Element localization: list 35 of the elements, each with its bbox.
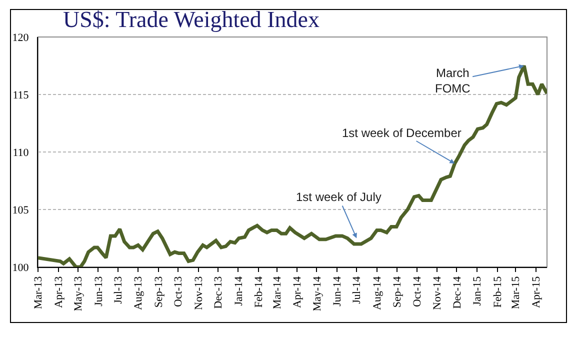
chart-title: US$: Trade Weighted Index xyxy=(63,7,320,32)
x-tick-label: Jan-14 xyxy=(232,276,245,306)
x-tick-label: Nov-13 xyxy=(192,276,205,310)
x-tick-label: Feb-14 xyxy=(253,276,266,308)
x-tick-label: Sep-13 xyxy=(152,276,165,308)
x-tick-label: Apr-13 xyxy=(52,276,65,308)
y-tick-label: 115 xyxy=(12,89,30,102)
x-tick-label: Jun-14 xyxy=(332,276,344,306)
y-tick-label: 120 xyxy=(12,32,30,44)
x-tick-label: Apr-14 xyxy=(292,276,304,308)
x-tick-label: Mar-13 xyxy=(32,276,45,310)
annotation: March FOMC xyxy=(435,66,471,96)
annotation: 1st week of December xyxy=(342,126,462,140)
x-tick-label: Dec-14 xyxy=(451,276,464,309)
x-tick-label: Feb-15 xyxy=(492,276,504,308)
x-tick-label: Mar-14 xyxy=(271,276,284,310)
x-tick-label: Jun-13 xyxy=(92,276,105,306)
x-tick-label: Aug-14 xyxy=(371,276,384,310)
x-tick-label: Dec-13 xyxy=(212,276,224,309)
x-tick-label: May-13 xyxy=(72,276,84,312)
x-tick-label: Apr-15 xyxy=(530,276,542,308)
x-tick-label: Jul-13 xyxy=(112,276,124,304)
x-tick-label: May-14 xyxy=(311,276,324,312)
x-tick-label: Jan-15 xyxy=(472,276,484,306)
annotation: 1st week of July xyxy=(296,190,382,204)
x-tick-label: Aug-13 xyxy=(132,276,145,310)
y-tick-label: 105 xyxy=(12,204,30,216)
x-tick-label: Mar-15 xyxy=(510,276,522,310)
y-tick-label: 110 xyxy=(12,146,30,159)
x-tick-label: Oct-13 xyxy=(172,276,185,307)
x-tick-label: Oct-14 xyxy=(411,276,424,307)
x-tick-label: Jul-14 xyxy=(351,276,364,304)
x-tick-label: Sep-14 xyxy=(392,276,404,308)
y-tick-label: 100 xyxy=(12,262,30,274)
x-tick-label: Nov-14 xyxy=(432,276,444,310)
